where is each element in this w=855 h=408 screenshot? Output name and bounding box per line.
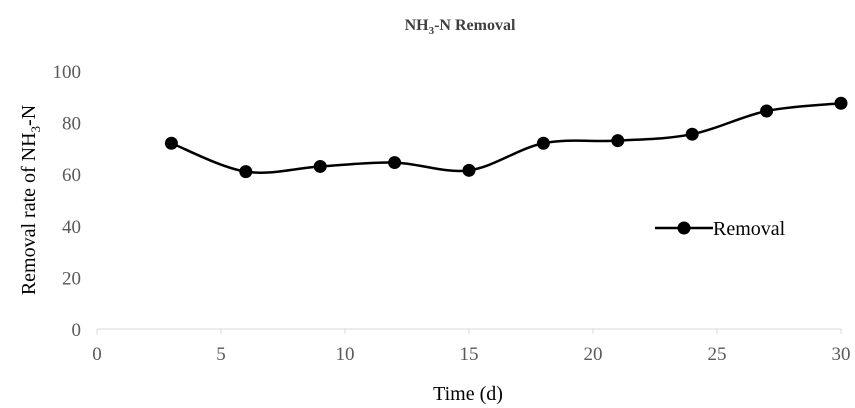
data-point	[760, 104, 774, 118]
data-point	[685, 127, 699, 141]
data-point	[313, 159, 327, 173]
series-line-removal	[170, 102, 842, 174]
x-tick-label: 0	[92, 344, 102, 365]
y-tick-label: 80	[62, 114, 81, 135]
axes	[96, 328, 842, 334]
data-point	[239, 165, 253, 179]
data-point	[462, 163, 476, 177]
x-tick-label: 25	[708, 344, 727, 365]
y-tick-label: 20	[62, 268, 81, 289]
y-axis-label: Removal rate of NH3-N	[18, 105, 43, 295]
data-point	[164, 136, 178, 150]
data-point	[388, 156, 402, 170]
legend-label: Removal	[713, 218, 786, 240]
chart-title: NH3-N Removal	[405, 17, 516, 37]
legend-marker	[677, 221, 691, 235]
x-tick-label: 5	[216, 344, 226, 365]
x-tick-label: 20	[584, 344, 603, 365]
x-tick-label: 30	[832, 344, 851, 365]
data-point	[834, 96, 848, 110]
x-tick-label: 15	[460, 344, 479, 365]
y-tick-label: 100	[53, 62, 82, 83]
x-tick-label: 10	[336, 344, 355, 365]
series-layer	[164, 96, 848, 179]
y-tick-label: 0	[72, 320, 82, 341]
data-point	[536, 136, 550, 150]
y-tick-label: 60	[62, 165, 81, 186]
x-axis-label: Time (d)	[433, 383, 503, 405]
data-point	[611, 134, 625, 148]
tick-labels: 0 5 10 15 20 25 30 0 20 40 60 80 100	[53, 62, 851, 365]
y-tick-label: 40	[62, 217, 81, 238]
legend: Removal	[655, 218, 786, 240]
